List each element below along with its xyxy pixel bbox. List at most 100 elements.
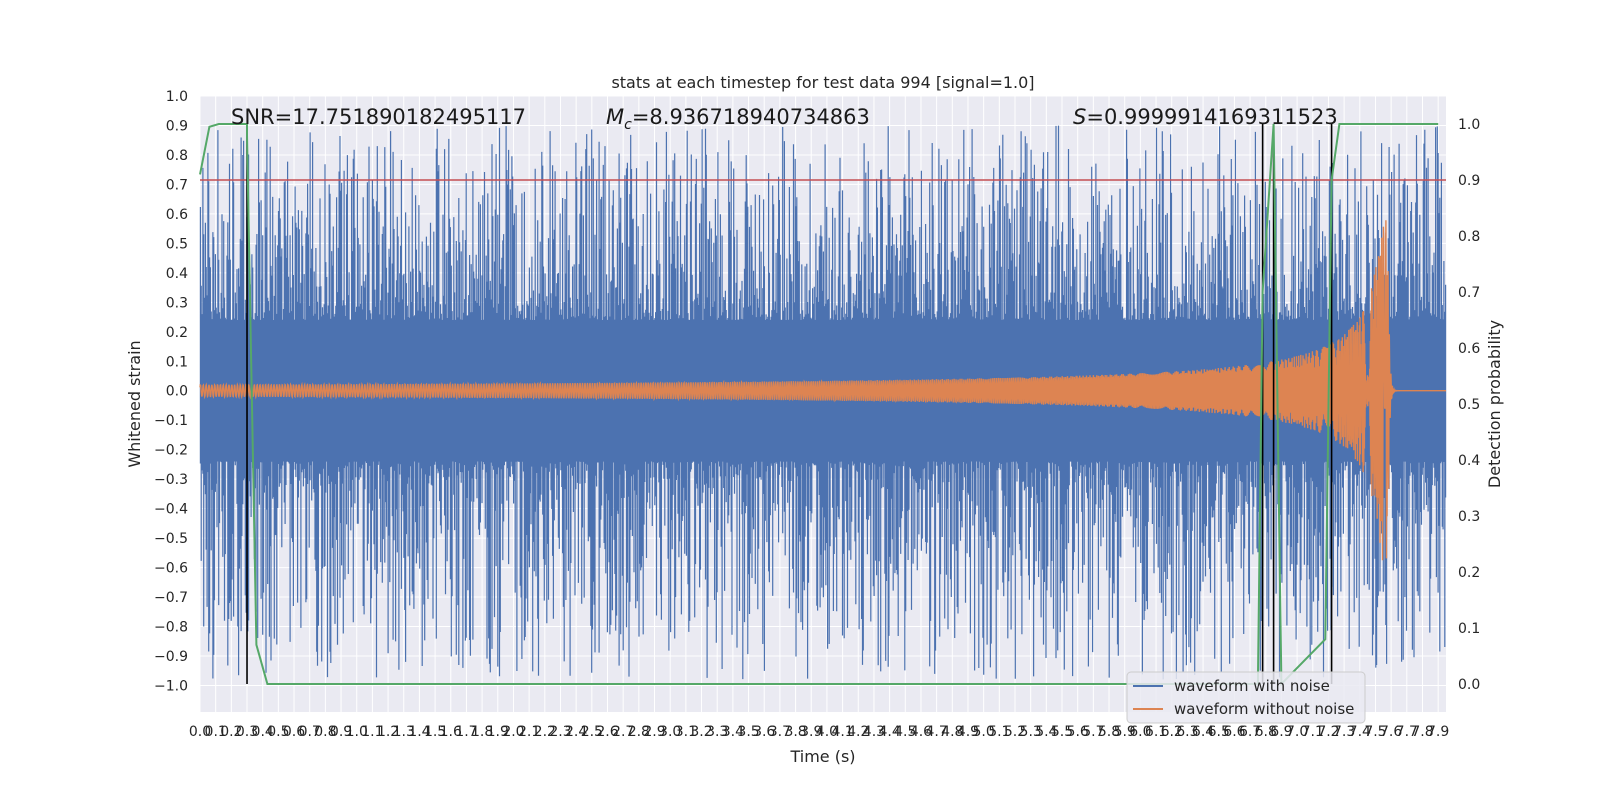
x-tick-label: 0.2 xyxy=(220,724,242,740)
left-y-tick-labels: 1.0 0.9 0.8 0.7 0.6 0.5 0.4 0.3 0.2 0.1 0.0 −0.1 −0.… xyxy=(154,89,188,694)
chart-title: stats at each timestep for test data 994… xyxy=(611,73,1034,92)
right-y-tick-label: 0.4 xyxy=(1458,453,1480,469)
x-tick-label: 7.9 xyxy=(1427,724,1449,740)
left-y-axis-label: Whitened strain xyxy=(125,340,144,467)
left-y-tick-label: −0.9 xyxy=(154,649,188,665)
x-tick-label: 2.0 xyxy=(502,724,524,740)
snr-annotation: SNR=17.751890182495117 xyxy=(231,105,526,129)
x-tick-label: 6.6 xyxy=(1223,724,1245,740)
score-symbol: S xyxy=(1073,105,1086,129)
left-y-tick-label: −0.2 xyxy=(154,443,188,459)
x-tick-label: 7.5 xyxy=(1364,724,1386,740)
x-tick-label: 1.0 xyxy=(346,724,368,740)
x-tick-label: 3.9 xyxy=(800,724,822,740)
x-tick-label: 6.9 xyxy=(1270,724,1292,740)
x-axis-label: Time (s) xyxy=(789,747,855,766)
x-tick-label: 0.8 xyxy=(314,724,336,740)
x-tick-label: 3.6 xyxy=(753,724,775,740)
x-tick-label: 0.9 xyxy=(330,724,352,740)
x-tick-label: 4.6 xyxy=(910,724,932,740)
x-tick-label: 1.4 xyxy=(408,724,430,740)
legend-label-noisy: waveform with noise xyxy=(1174,677,1330,695)
right-y-tick-label: 0.3 xyxy=(1458,509,1480,525)
x-tick-labels: 0.00.10.20.30.40.50.60.70.80.91.01.11.21… xyxy=(189,724,1449,740)
noisy-spikes xyxy=(199,125,1447,680)
chirp-mass-annotation: Mc=8.936718940734863 xyxy=(606,105,870,133)
left-y-tick-label: 0.5 xyxy=(166,236,188,252)
x-tick-label: 3.7 xyxy=(769,724,791,740)
score-annotation: S=0.9999914169311523 xyxy=(1073,105,1338,129)
x-tick-label: 5.8 xyxy=(1098,724,1120,740)
x-tick-label: 3.1 xyxy=(675,724,697,740)
x-tick-label: 2.1 xyxy=(518,724,540,740)
x-tick-label: 3.8 xyxy=(784,724,806,740)
x-tick-label: 4.5 xyxy=(894,724,916,740)
left-y-tick-label: 0.6 xyxy=(166,207,188,223)
legend-box xyxy=(1126,671,1366,724)
legend: waveform with noise waveform without noi… xyxy=(1126,671,1366,724)
right-y-tick-label: 0.6 xyxy=(1458,341,1480,357)
x-tick-label: 3.0 xyxy=(659,724,681,740)
x-tick-label: 5.5 xyxy=(1051,724,1073,740)
x-tick-label: 0.1 xyxy=(205,724,227,740)
x-tick-label: 5.6 xyxy=(1067,724,1089,740)
x-tick-label: 4.2 xyxy=(847,724,869,740)
x-tick-label: 4.8 xyxy=(941,724,963,740)
x-tick-label: 6.3 xyxy=(1176,724,1198,740)
right-y-tick-label: 0.8 xyxy=(1458,229,1480,245)
x-tick-label: 4.9 xyxy=(957,724,979,740)
x-tick-label: 2.5 xyxy=(581,724,603,740)
left-y-tick-label: −0.6 xyxy=(154,561,188,577)
x-tick-label: 1.3 xyxy=(393,724,415,740)
left-y-tick-label: 0.2 xyxy=(166,325,188,341)
left-y-tick-label: 0.7 xyxy=(166,177,188,193)
left-y-tick-label: 0.1 xyxy=(166,354,188,370)
x-tick-label: 3.4 xyxy=(722,724,744,740)
x-tick-label: 6.2 xyxy=(1161,724,1183,740)
x-tick-label: 5.2 xyxy=(1004,724,1026,740)
x-tick-label: 2.4 xyxy=(565,724,587,740)
left-y-tick-label: −0.4 xyxy=(154,502,188,518)
left-y-tick-label: −0.8 xyxy=(154,620,188,636)
right-y-tick-label: 0.1 xyxy=(1458,621,1480,637)
x-tick-label: 1.1 xyxy=(361,724,383,740)
left-y-tick-label: 0.3 xyxy=(166,295,188,311)
x-tick-label: 4.3 xyxy=(863,724,885,740)
x-tick-label: 2.3 xyxy=(549,724,571,740)
right-y-tick-labels: 1.0 0.9 0.8 0.7 0.6 0.5 0.4 0.3 0.2 0.1 0.0 xyxy=(1458,117,1480,693)
x-tick-label: 5.1 xyxy=(988,724,1010,740)
x-tick-label: 7.3 xyxy=(1333,724,1355,740)
left-y-tick-label: 0.8 xyxy=(166,148,188,164)
x-tick-label: 0.0 xyxy=(189,724,211,740)
x-tick-label: 6.1 xyxy=(1145,724,1167,740)
series-waveform-without-noise xyxy=(199,220,1446,561)
right-y-tick-label: 0.5 xyxy=(1458,397,1480,413)
clean-chirp-line xyxy=(199,220,1446,561)
x-tick-label: 1.6 xyxy=(440,724,462,740)
x-tick-label: 0.3 xyxy=(236,724,258,740)
x-tick-label: 5.4 xyxy=(1035,724,1057,740)
x-tick-label: 0.7 xyxy=(299,724,321,740)
x-tick-label: 7.8 xyxy=(1411,724,1433,740)
x-tick-label: 2.9 xyxy=(643,724,665,740)
x-tick-label: 7.7 xyxy=(1396,724,1418,740)
left-y-tick-label: 1.0 xyxy=(166,89,188,105)
x-tick-label: 7.4 xyxy=(1349,724,1371,740)
left-y-tick-label: −0.7 xyxy=(154,590,188,606)
x-tick-label: 7.0 xyxy=(1286,724,1308,740)
left-y-tick-label: −0.5 xyxy=(154,531,188,547)
x-tick-label: 5.0 xyxy=(973,724,995,740)
x-tick-label: 7.1 xyxy=(1302,724,1324,740)
score-value: =0.9999914169311523 xyxy=(1086,105,1337,129)
x-tick-label: 3.2 xyxy=(690,724,712,740)
x-tick-label: 4.1 xyxy=(831,724,853,740)
x-tick-label: 1.7 xyxy=(455,724,477,740)
x-tick-label: 1.9 xyxy=(487,724,509,740)
x-tick-label: 5.3 xyxy=(1020,724,1042,740)
x-tick-label: 6.7 xyxy=(1239,724,1261,740)
x-tick-label: 0.5 xyxy=(267,724,289,740)
x-tick-label: 1.5 xyxy=(424,724,446,740)
x-tick-label: 6.0 xyxy=(1129,724,1151,740)
right-y-tick-label: 1.0 xyxy=(1458,117,1480,133)
left-y-tick-label: −0.3 xyxy=(154,472,188,488)
